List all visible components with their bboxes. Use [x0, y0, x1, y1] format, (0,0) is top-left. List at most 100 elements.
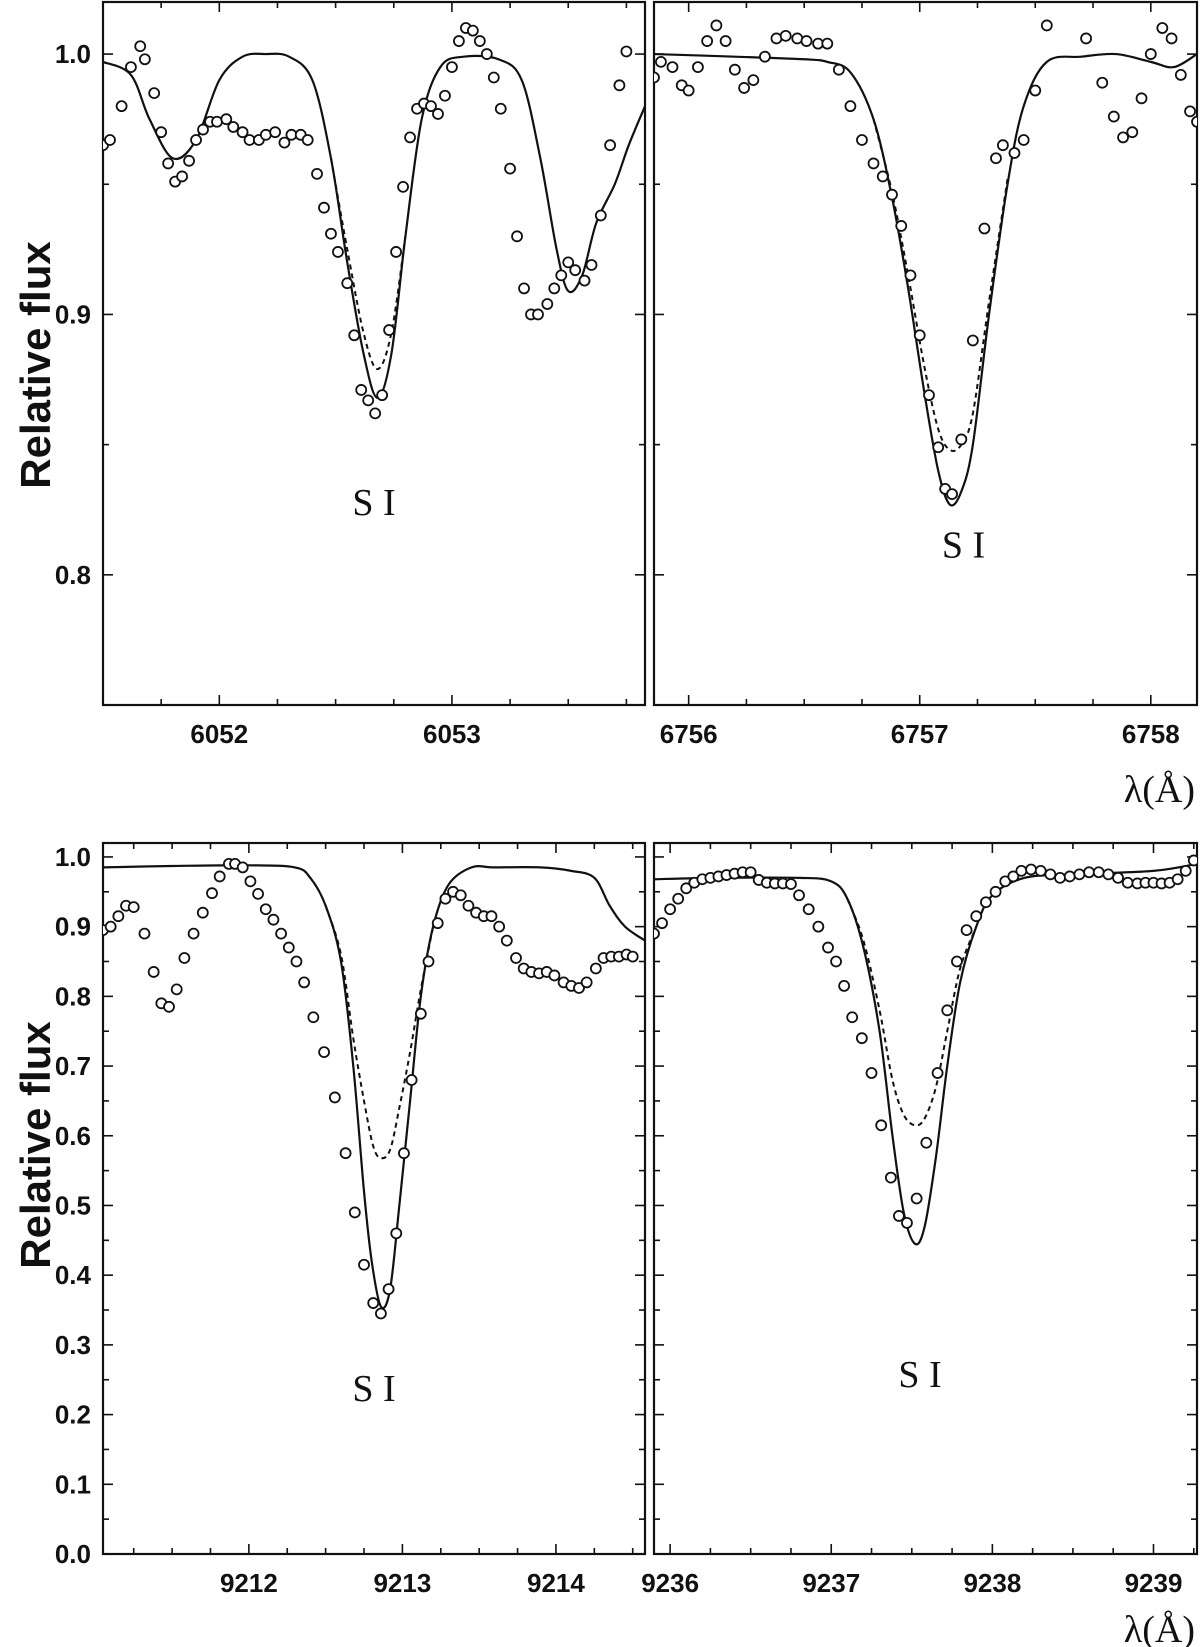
- observed-point: [1102, 868, 1115, 881]
- observed-point: [867, 157, 880, 170]
- observed-point: [328, 1091, 341, 1104]
- observed-point: [367, 1297, 380, 1309]
- observed-point: [1187, 854, 1197, 867]
- observed-point: [259, 903, 272, 916]
- observed-point: [846, 1011, 859, 1024]
- observed-point: [1029, 84, 1042, 97]
- observed-point: [382, 1283, 395, 1296]
- observed-point: [719, 35, 732, 47]
- observed-point: [318, 201, 330, 214]
- observed-point: [405, 1074, 418, 1086]
- observed-point: [127, 901, 140, 914]
- observed-point: [275, 927, 288, 940]
- observed-point: [1121, 876, 1134, 889]
- observed-point: [1191, 115, 1197, 128]
- observed-point: [439, 89, 451, 102]
- line-annotation: S I: [352, 482, 395, 524]
- observed-point: [589, 962, 602, 975]
- observed-point: [220, 113, 233, 126]
- observed-point: [821, 37, 834, 50]
- model-profile-solid: [103, 52, 645, 399]
- x-tick-label: 9213: [373, 1568, 431, 1598]
- observed-point: [439, 892, 452, 905]
- observed-point: [701, 35, 714, 47]
- observed-point: [960, 924, 973, 937]
- observed-point: [759, 50, 771, 63]
- observed-point: [970, 910, 983, 923]
- observed-point: [162, 157, 175, 170]
- observed-point: [920, 1136, 933, 1149]
- observed-point: [569, 264, 582, 277]
- plot-frame: [101, 0, 647, 707]
- observed-point: [1063, 870, 1076, 883]
- observed-point: [785, 878, 797, 891]
- model-profile-dashed: [872, 118, 1009, 452]
- y-tick-label: 0.1: [55, 1469, 91, 1499]
- observed-point: [197, 123, 209, 136]
- line-annotation: S I: [942, 524, 985, 566]
- observed-point: [980, 896, 992, 909]
- observed-point: [454, 889, 467, 902]
- observed-point: [134, 40, 147, 53]
- observed-point: [358, 1258, 370, 1271]
- observed-point: [1179, 864, 1192, 877]
- x-tick-label: 9212: [220, 1568, 278, 1598]
- observed-point: [580, 976, 593, 989]
- y-tick-label: 1.0: [55, 39, 91, 69]
- observed-point: [1107, 110, 1120, 123]
- observed-point: [311, 167, 323, 180]
- observed-point: [884, 1171, 897, 1184]
- observed-point: [398, 1147, 410, 1160]
- panel-3: 0.0 0.1 0.2 0.3 0.4 0.5 0.6 0.7 0.8 0.9 1.0 9212 921…: [55, 841, 647, 1598]
- observed-point: [213, 870, 226, 883]
- observed-point: [838, 979, 851, 992]
- observed-point: [104, 920, 117, 933]
- x-tick-label: 9239: [1125, 1568, 1183, 1598]
- observed-point: [1174, 69, 1187, 81]
- observed-point: [910, 1192, 923, 1205]
- observed-point: [744, 866, 757, 879]
- plot-frame: [101, 841, 647, 1556]
- observed-point: [301, 134, 314, 146]
- x-tick-label: 6757: [891, 719, 949, 749]
- observed-point: [244, 875, 257, 888]
- observed-point: [432, 108, 444, 120]
- observed-point: [654, 71, 660, 84]
- observed-point: [548, 969, 561, 982]
- observed-point: [604, 139, 617, 152]
- observed-point: [1184, 105, 1196, 118]
- observed-point: [375, 1307, 387, 1320]
- observed-point: [946, 488, 958, 501]
- observed-point: [1054, 871, 1066, 884]
- observed-point: [904, 269, 917, 282]
- observed-point: [376, 389, 389, 402]
- observed-point: [504, 162, 516, 175]
- observed-point: [1040, 19, 1053, 32]
- observed-point: [190, 134, 202, 146]
- observed-point: [390, 1227, 403, 1240]
- x-tick-label: 9238: [963, 1568, 1021, 1598]
- observed-point: [832, 63, 845, 76]
- model-profile-solid: [103, 864, 645, 1310]
- y-tick-label: 0.8: [55, 560, 91, 590]
- observed-point: [548, 282, 561, 295]
- observed-point: [1135, 92, 1148, 105]
- observed-point: [1025, 863, 1037, 876]
- observed-point: [666, 61, 679, 73]
- y-tick-label: 0.6: [55, 1121, 91, 1151]
- observed-point: [1044, 868, 1057, 881]
- observed-point: [613, 79, 626, 92]
- observed-point: [541, 298, 554, 310]
- observed-point: [1017, 134, 1030, 146]
- observed-point: [138, 927, 151, 940]
- x-tick-label: 6756: [660, 719, 718, 749]
- panel-4: 9236 9237 9238 9239 S I: [641, 841, 1199, 1598]
- observed-point: [1144, 48, 1157, 60]
- observed-point: [875, 1119, 888, 1132]
- observed-point: [187, 927, 200, 940]
- observed-point: [155, 126, 168, 139]
- observed-point: [855, 1032, 868, 1045]
- observed-point: [362, 394, 375, 407]
- observed-point: [104, 134, 116, 146]
